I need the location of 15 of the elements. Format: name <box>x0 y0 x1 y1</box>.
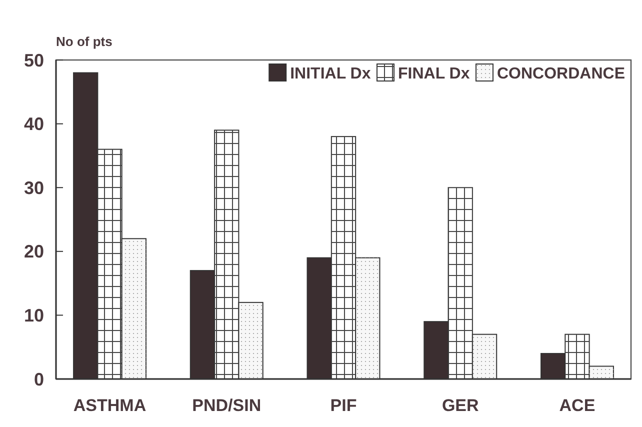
legend-label: CONCORDANCE <box>497 65 626 82</box>
x-tick-label: PIF <box>330 396 357 415</box>
x-tick-label: ACE <box>559 396 596 415</box>
y-tick-label: 20 <box>24 242 44 262</box>
y-tick-label: 10 <box>24 306 44 326</box>
legend-label: INITIAL Dx <box>290 65 371 82</box>
x-tick-label: GER <box>442 396 479 415</box>
y-tick-label: 40 <box>24 114 44 134</box>
y-tick-label: 30 <box>24 178 44 198</box>
x-tick-label: PND/SIN <box>192 396 262 415</box>
y-tick-label: 50 <box>24 50 44 70</box>
legend-label: FINAL Dx <box>398 65 470 82</box>
y-axis-title: No of pts <box>56 34 112 49</box>
x-tick-label: ASTHMA <box>73 396 146 415</box>
y-tick-label: 0 <box>34 369 44 390</box>
